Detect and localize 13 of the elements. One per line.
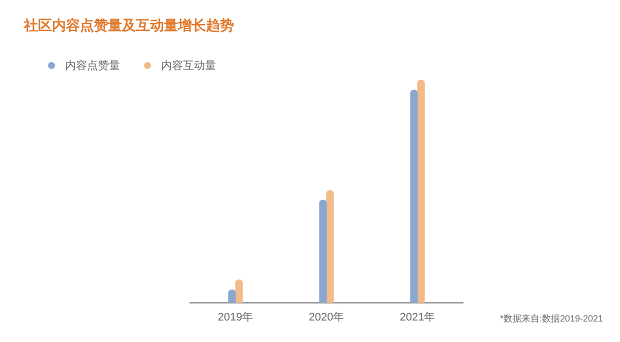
chart-title: 社区内容点赞量及互动量增长趋势 xyxy=(24,17,234,35)
x-tick-label: 2019年 xyxy=(218,311,254,324)
bar xyxy=(228,290,236,303)
x-tick-label: 2021年 xyxy=(400,311,436,324)
text: *数据来自:数据2019-2021 xyxy=(500,313,603,324)
bar xyxy=(410,90,418,303)
bar xyxy=(326,190,334,303)
bar xyxy=(417,80,425,303)
bar xyxy=(319,200,327,303)
legend-label: 内容互动量 xyxy=(161,58,216,73)
legend-label: 内容点赞量 xyxy=(65,58,120,73)
x-tick-label: 2020年 xyxy=(308,311,344,324)
bar xyxy=(235,280,243,303)
